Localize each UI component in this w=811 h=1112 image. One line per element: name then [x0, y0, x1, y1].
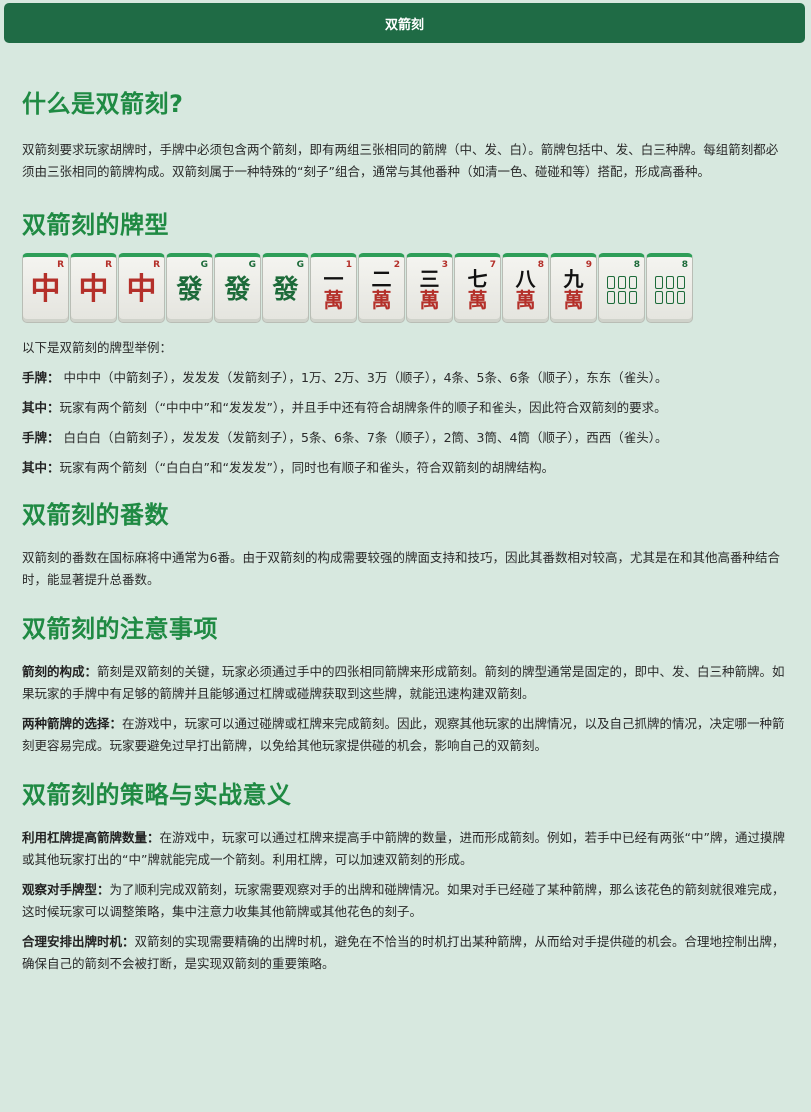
- tile-face: 發: [176, 274, 203, 305]
- tile-face: 二萬: [372, 269, 392, 311]
- tile-index-mark: 8: [681, 260, 688, 270]
- tile-face: 八萬: [516, 269, 536, 311]
- article: 什么是双箭刻? 双箭刻要求玩家胡牌时，手牌中必须包含两个箭刻，即有两组三张相同的…: [22, 84, 790, 975]
- tile-face: 發: [272, 274, 299, 305]
- tile-number: 二: [371, 266, 392, 291]
- note-text: 在游戏中，玩家可以通过碰牌或杠牌来完成箭刻。因此，观察其他玩家的出牌情况，以及自…: [22, 716, 785, 753]
- paragraph-intro: 以下是双箭刻的牌型举例：: [22, 340, 173, 355]
- tile-index-mark: G: [248, 260, 256, 270]
- tile-index-mark: G: [296, 260, 304, 270]
- tile-index-mark: 3: [441, 260, 448, 270]
- tile-number: 七: [467, 266, 488, 291]
- bamboo-icon: [654, 275, 685, 304]
- example-text: 中中中（中箭刻子），发发发（发箭刻子），1万、2万、3万（顺子），4条、5条、6…: [59, 370, 668, 385]
- example-note-1: 其中：玩家有两个箭刻（“中中中”和“发发发”），并且手中还有符合胡牌条件的顺子和…: [22, 397, 790, 419]
- note-text: 箭刻是双箭刻的关键，玩家必须通过手中的四张相同箭牌来形成箭刻。箭刻的牌型通常是固…: [22, 664, 785, 701]
- section-title-hand: 双箭刻的牌型: [22, 211, 169, 239]
- tile-index-mark: R: [153, 260, 160, 270]
- tile-number: 八: [515, 266, 536, 291]
- tile-face: 九萬: [564, 269, 584, 311]
- tile-suit: 萬: [515, 287, 536, 312]
- note-label: 箭刻的构成：: [22, 664, 98, 679]
- tile-index-mark: R: [105, 260, 112, 270]
- strategy-kong: 利用杠牌提高箭牌数量：在游戏中，玩家可以通过杠牌来提高手中箭牌的数量，进而形成箭…: [22, 827, 790, 871]
- example-note-2: 其中：玩家有两个箭刻（“白白白”和“发发发”），同时也有顺子和雀头，符合双箭刻的…: [22, 457, 790, 479]
- strategy-observe: 观察对手牌型：为了顺利完成双箭刻，玩家需要观察对手的出牌和碰牌情况。如果对手已经…: [22, 879, 790, 923]
- header-title: 双箭刻: [384, 17, 424, 33]
- tile-face: 發: [224, 274, 251, 305]
- tile-suit: 萬: [467, 287, 488, 312]
- tile-suit: 萬: [371, 287, 392, 312]
- tile-index-mark: 1: [345, 260, 352, 270]
- tile-face: 三萬: [420, 269, 440, 311]
- mahjong-tile: 8: [598, 253, 645, 323]
- mahjong-tile: 8: [646, 253, 693, 323]
- note-label: 两种箭牌的选择：: [22, 716, 123, 731]
- example-text: 白白白（白箭刻子），发发发（发箭刻子），5条、6条、7条（顺子），2筒、3筒、4…: [59, 430, 668, 445]
- tile-index-mark: 8: [537, 260, 544, 270]
- strategy-label: 合理安排出牌时机：: [22, 934, 135, 949]
- tile-suit: 萬: [419, 287, 440, 312]
- tile-face: 一萬: [324, 269, 344, 311]
- section-title-fan: 双箭刻的番数: [22, 501, 169, 529]
- example-label: 手牌：: [22, 370, 60, 385]
- tile-index-mark: 9: [585, 260, 592, 270]
- tile-index-mark: 2: [393, 260, 400, 270]
- tile-face: 中: [126, 271, 157, 307]
- section-title-notes: 双箭刻的注意事项: [22, 615, 218, 643]
- example-label: 其中：: [22, 460, 60, 475]
- tile-suit: 萬: [563, 287, 584, 312]
- tile-face: 中: [78, 271, 109, 307]
- tile-face: 中: [30, 271, 61, 307]
- note-choice: 两种箭牌的选择：在游戏中，玩家可以通过碰牌或杠牌来完成箭刻。因此，观察其他玩家的…: [22, 713, 790, 757]
- example-label: 手牌：: [22, 430, 60, 445]
- example-label: 其中：: [22, 400, 60, 415]
- example-text: 玩家有两个箭刻（“白白白”和“发发发”），同时也有顺子和雀头，符合双箭刻的胡牌结…: [59, 460, 555, 475]
- tile-index-mark: 8: [633, 260, 640, 270]
- example-hand-1: 手牌： 中中中（中箭刻子），发发发（发箭刻子），1万、2万、3万（顺子），4条、…: [22, 367, 790, 389]
- note-composition: 箭刻的构成：箭刻是双箭刻的关键，玩家必须通过手中的四张相同箭牌来形成箭刻。箭刻的…: [22, 661, 790, 705]
- strategy-label: 利用杠牌提高箭牌数量：: [22, 830, 160, 845]
- tile-number: 三: [419, 266, 440, 291]
- tile-face: 七萬: [468, 269, 488, 311]
- strategy-label: 观察对手牌型：: [22, 882, 110, 897]
- tile-index-mark: 7: [489, 260, 496, 270]
- section-title-strategy: 双箭刻的策略与实战意义: [22, 781, 292, 809]
- tile-index-mark: G: [200, 260, 208, 270]
- strategy-text: 双箭刻的实现需要精确的出牌时机，避免在不恰当的时机打出某种箭牌，从而给对手提供碰…: [22, 934, 785, 971]
- tile-index-mark: R: [57, 260, 64, 270]
- section-title-what: 什么是双箭刻?: [22, 90, 184, 118]
- example-hand-2: 手牌： 白白白（白箭刻子），发发发（发箭刻子），5条、6条、7条（顺子），2筒、…: [22, 427, 790, 449]
- tile-suit: 萬: [323, 287, 344, 312]
- page-header: 双箭刻: [4, 3, 805, 43]
- strategy-text: 为了顺利完成双箭刻，玩家需要观察对手的出牌和碰牌情况。如果对手已经碰了某种箭牌，…: [22, 882, 785, 919]
- strategy-text: 在游戏中，玩家可以通过杠牌来提高手中箭牌的数量，进而形成箭刻。例如，若手中已经有…: [22, 830, 785, 867]
- tile-number: 九: [563, 266, 584, 291]
- paragraph-fan: 双箭刻的番数在国标麻将中通常为6番。由于双箭刻的构成需要较强的牌面支持和技巧，因…: [22, 550, 780, 587]
- tile-number: 一: [323, 266, 344, 291]
- strategy-timing: 合理安排出牌时机：双箭刻的实现需要精确的出牌时机，避免在不恰当的时机打出某种箭牌…: [22, 931, 790, 975]
- example-text: 玩家有两个箭刻（“中中中”和“发发发”），并且手中还有符合胡牌条件的顺子和雀头，…: [59, 400, 667, 415]
- bamboo-icon: [606, 275, 637, 304]
- paragraph-definition: 双箭刻要求玩家胡牌时，手牌中必须包含两个箭刻，即有两组三张相同的箭牌（中、发、白…: [22, 142, 779, 179]
